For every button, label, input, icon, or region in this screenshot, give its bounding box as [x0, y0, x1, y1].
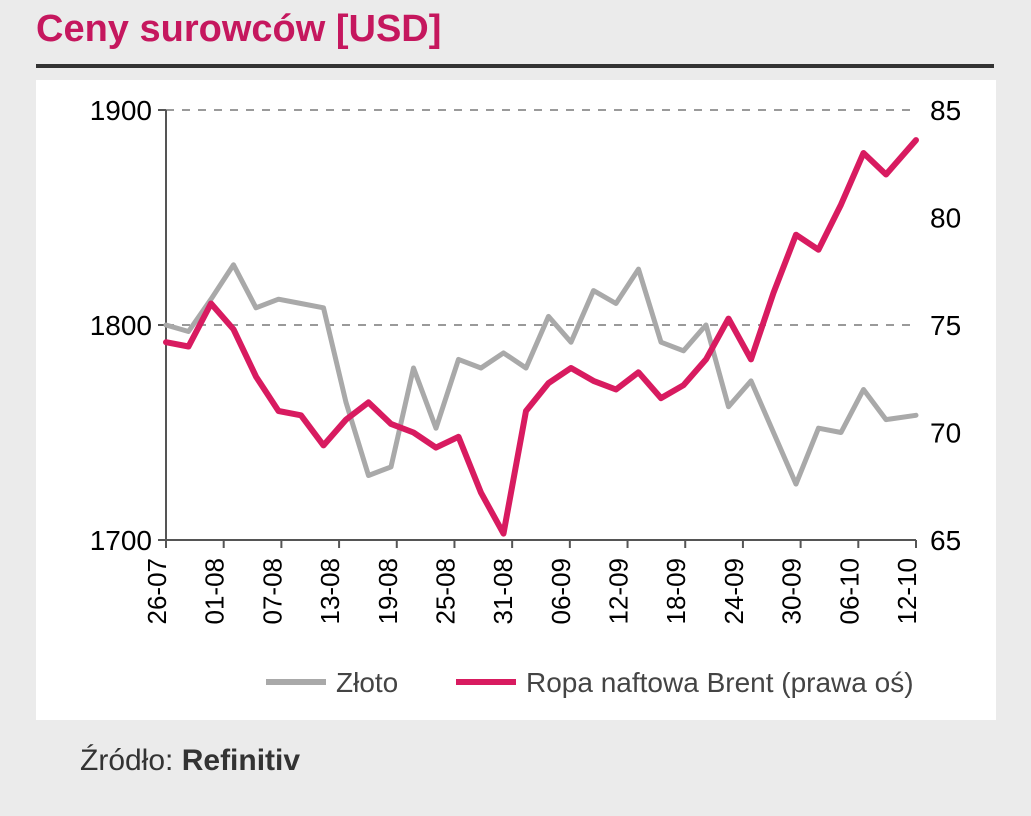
- chart-container: 1700 1800 1900 65 70 75 80 85 26-07 01-08 07-08 13-…: [36, 80, 996, 720]
- title-underline: [36, 64, 994, 68]
- xtick-label: 18-09: [661, 558, 691, 625]
- ytick-right-label: 85: [930, 95, 961, 126]
- ytick-right-label: 70: [930, 418, 961, 449]
- source-line: Źródło: Refinitiv: [80, 744, 300, 778]
- ytick-left-label: 1900: [90, 95, 152, 126]
- xtick-label: 26-07: [142, 558, 172, 625]
- ytick-right-label: 75: [930, 310, 961, 341]
- xtick-label: 13-08: [315, 558, 345, 625]
- xtick-label: 01-08: [200, 558, 230, 625]
- xtick-label: 25-08: [430, 558, 460, 625]
- xtick-label: 12-10: [892, 558, 922, 625]
- chart-title: Ceny surowców [USD]: [36, 8, 441, 51]
- xtick-label: 06-09: [546, 558, 576, 625]
- xtick-label: 24-09: [719, 558, 749, 625]
- xtick-label: 06-10: [834, 558, 864, 625]
- source-label: Źródło:: [80, 744, 173, 777]
- xtick-label: 12-09: [604, 558, 634, 625]
- ytick-left-label: 1700: [90, 525, 152, 556]
- chart-svg: 1700 1800 1900 65 70 75 80 85 26-07 01-08 07-08 13-…: [36, 80, 996, 720]
- series-line: [166, 265, 916, 484]
- xtick-label: 30-09: [777, 558, 807, 625]
- ytick-right-label: 80: [930, 203, 961, 234]
- xtick-label: 07-08: [257, 558, 287, 625]
- source-value: Refinitiv: [182, 744, 300, 777]
- legend-label: Złoto: [336, 667, 398, 698]
- ytick-right-label: 65: [930, 525, 961, 556]
- legend-label: Ropa naftowa Brent (prawa oś): [526, 667, 914, 698]
- xtick-label: 19-08: [373, 558, 403, 625]
- xtick-label: 31-08: [488, 558, 518, 625]
- ytick-left-label: 1800: [90, 310, 152, 341]
